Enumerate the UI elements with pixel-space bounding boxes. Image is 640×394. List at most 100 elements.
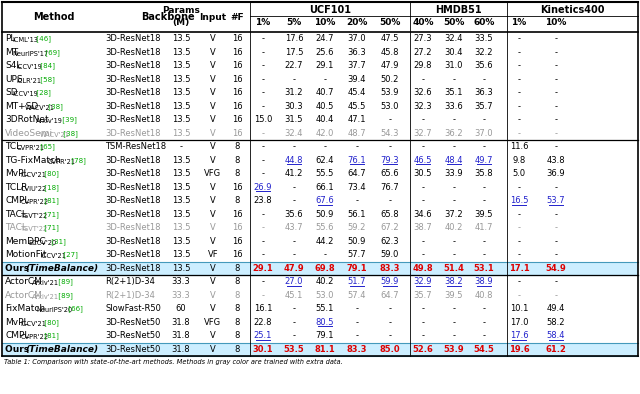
Text: ICCV'19: ICCV'19	[17, 64, 42, 70]
Text: 26.9: 26.9	[253, 183, 272, 192]
Text: 16.5: 16.5	[509, 196, 528, 205]
Text: (TimeBalance): (TimeBalance)	[25, 264, 98, 273]
Text: 31.2: 31.2	[285, 88, 303, 97]
Text: #F: #F	[230, 13, 244, 22]
Text: 3D-ResNet50: 3D-ResNet50	[105, 345, 161, 354]
Text: -: -	[518, 48, 520, 57]
Text: 34.6: 34.6	[413, 210, 432, 219]
Text: -: -	[388, 115, 392, 124]
Text: TACL: TACL	[5, 223, 27, 232]
Text: 13.5: 13.5	[172, 48, 190, 57]
Text: -: -	[262, 61, 264, 70]
Text: -: -	[262, 88, 264, 97]
Text: [66]: [66]	[66, 305, 83, 312]
Text: 83.3: 83.3	[347, 345, 367, 354]
Text: -: -	[262, 277, 264, 286]
Text: 54.3: 54.3	[381, 129, 399, 138]
Text: 3D-ResNet18: 3D-ResNet18	[105, 156, 161, 165]
Text: 13.5: 13.5	[172, 183, 190, 192]
Text: 17.6: 17.6	[285, 34, 303, 43]
Text: ICML'13: ICML'13	[13, 37, 38, 43]
Text: 3D-ResNet18: 3D-ResNet18	[105, 250, 161, 259]
Text: 19.6: 19.6	[509, 345, 529, 354]
Text: 66.1: 66.1	[316, 183, 334, 192]
Text: Ours: Ours	[5, 264, 32, 273]
Text: 45.5: 45.5	[348, 102, 366, 111]
Text: 39.5: 39.5	[445, 291, 463, 300]
Text: 13.5: 13.5	[172, 129, 190, 138]
Text: V: V	[210, 34, 216, 43]
Text: 76.1: 76.1	[348, 156, 366, 165]
Text: NeurIPS'20: NeurIPS'20	[36, 307, 72, 313]
Text: -: -	[388, 318, 392, 327]
Text: 53.0: 53.0	[381, 102, 399, 111]
Text: 43.8: 43.8	[547, 156, 565, 165]
Text: 39.4: 39.4	[348, 75, 366, 84]
Text: 38.2: 38.2	[445, 277, 463, 286]
Text: 29.8: 29.8	[413, 61, 432, 70]
Text: V: V	[210, 237, 216, 246]
Text: -: -	[518, 291, 520, 300]
Text: -: -	[554, 129, 557, 138]
Text: TACL: TACL	[5, 210, 27, 219]
Text: 15.0: 15.0	[254, 115, 272, 124]
Text: -: -	[262, 250, 264, 259]
Text: [78]: [78]	[69, 157, 86, 164]
Text: 35.6: 35.6	[475, 61, 493, 70]
Text: 57.4: 57.4	[348, 291, 366, 300]
Text: 16: 16	[232, 48, 243, 57]
Text: [46]: [46]	[34, 35, 51, 42]
Text: -: -	[292, 250, 296, 259]
Text: 35.8: 35.8	[475, 169, 493, 178]
Text: 22.8: 22.8	[253, 318, 272, 327]
Text: 10.1: 10.1	[510, 304, 528, 313]
Text: 47.1: 47.1	[348, 115, 366, 124]
Text: 8: 8	[234, 277, 240, 286]
Text: -: -	[323, 75, 326, 84]
Text: 13.5: 13.5	[172, 115, 190, 124]
Text: 25.6: 25.6	[316, 48, 334, 57]
Text: 32.4: 32.4	[445, 34, 463, 43]
Text: -: -	[292, 196, 296, 205]
Text: 27.2: 27.2	[413, 48, 432, 57]
Text: PL: PL	[5, 34, 15, 43]
Text: V: V	[210, 102, 216, 111]
Text: -: -	[262, 142, 264, 151]
Text: 3DRotNet: 3DRotNet	[5, 115, 49, 124]
Text: 16: 16	[232, 183, 243, 192]
Text: 13.5: 13.5	[172, 250, 190, 259]
Text: 50%: 50%	[380, 17, 401, 26]
Text: 22.7: 22.7	[285, 61, 303, 70]
Text: MemDPC: MemDPC	[5, 237, 45, 246]
Text: -: -	[292, 142, 296, 151]
Text: 5%: 5%	[286, 17, 301, 26]
Text: -: -	[518, 129, 520, 138]
Text: 33.3: 33.3	[172, 277, 190, 286]
Text: WACV'21: WACV'21	[40, 132, 70, 138]
Text: 76.7: 76.7	[381, 183, 399, 192]
Text: -: -	[179, 142, 182, 151]
Text: 53.9: 53.9	[381, 88, 399, 97]
Text: 8: 8	[234, 156, 240, 165]
Text: -: -	[483, 237, 486, 246]
Text: 58.4: 58.4	[547, 331, 565, 340]
Text: CVIU'22: CVIU'22	[20, 186, 47, 192]
Text: 47.9: 47.9	[381, 61, 399, 70]
Text: -: -	[323, 250, 326, 259]
Text: 5.0: 5.0	[513, 169, 525, 178]
Text: 33.3: 33.3	[172, 291, 190, 300]
Text: 83.3: 83.3	[380, 264, 400, 273]
Text: 38.9: 38.9	[475, 277, 493, 286]
Text: 35.1: 35.1	[445, 88, 463, 97]
Text: 31.0: 31.0	[445, 61, 463, 70]
Text: 8: 8	[234, 331, 240, 340]
Text: 41.7: 41.7	[475, 223, 493, 232]
Text: 30.5: 30.5	[413, 169, 432, 178]
Text: 37.0: 37.0	[348, 34, 366, 43]
Text: 53.9: 53.9	[444, 345, 464, 354]
Text: V: V	[210, 75, 216, 84]
Text: -: -	[452, 183, 456, 192]
Text: 31.8: 31.8	[172, 331, 190, 340]
Text: 32.6: 32.6	[413, 88, 432, 97]
Text: -: -	[355, 318, 358, 327]
